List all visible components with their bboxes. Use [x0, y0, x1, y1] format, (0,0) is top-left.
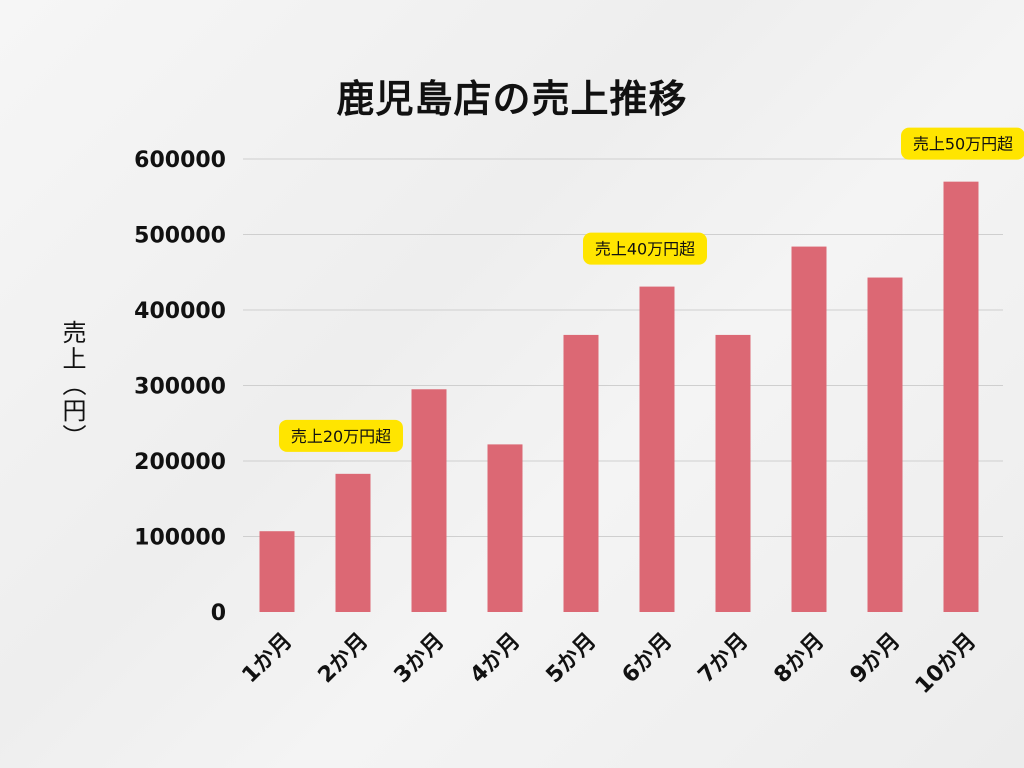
x-tick-label: 3か月 [390, 629, 450, 689]
bar [639, 286, 675, 612]
bar [259, 531, 295, 612]
y-tick-label: 200000 [134, 450, 226, 475]
x-tick-label: 10か月 [911, 629, 981, 699]
annotation-box [901, 127, 1024, 160]
x-tick-label: 2か月 [314, 629, 374, 689]
bar [411, 389, 447, 612]
y-tick-label: 600000 [134, 148, 226, 173]
annotation-box [583, 232, 707, 265]
x-tick-label: 8か月 [770, 629, 830, 689]
y-tick-label: 0 [211, 601, 226, 626]
annotation: 売上50万円超 [901, 127, 1024, 160]
x-tick-label: 7か月 [694, 629, 754, 689]
x-tick-label: 6か月 [618, 629, 678, 689]
annotation-text: 売上50万円超 [913, 135, 1013, 154]
bar [335, 473, 371, 612]
bar [867, 277, 903, 612]
bar [487, 444, 523, 612]
bar [943, 181, 979, 612]
bar [563, 334, 599, 612]
x-tick-label: 9か月 [846, 629, 906, 689]
annotation: 売上40万円超 [583, 232, 707, 265]
x-tick-label: 4か月 [466, 629, 526, 689]
annotation-text: 売上40万円超 [595, 240, 695, 259]
bar [715, 334, 751, 612]
y-tick-label: 500000 [134, 224, 226, 249]
y-tick-label: 400000 [134, 299, 226, 324]
annotation-text: 売上20万円超 [291, 427, 391, 446]
x-tick-label: 1か月 [238, 629, 298, 689]
annotation: 売上20万円超 [279, 419, 403, 452]
x-tick-label: 5か月 [542, 629, 602, 689]
y-axis-label: 売上（円） [58, 320, 86, 450]
chart-title: 鹿児島店の売上推移 [336, 77, 688, 121]
annotation-box [279, 419, 403, 452]
y-tick-label: 300000 [134, 375, 226, 400]
bar [791, 246, 827, 612]
y-tick-label: 100000 [134, 526, 226, 551]
